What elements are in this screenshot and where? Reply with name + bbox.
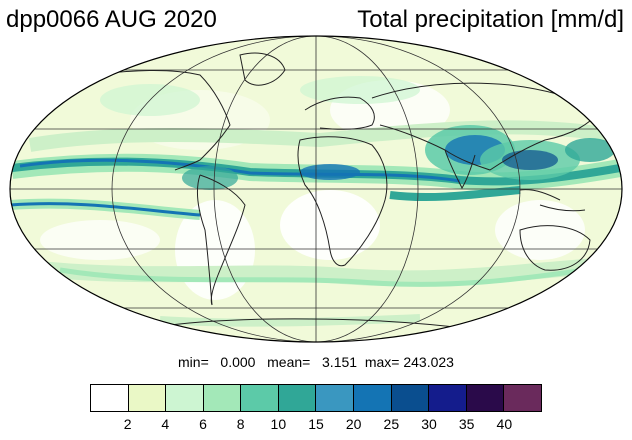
variable-title: Total precipitation [mm/d]: [357, 6, 624, 33]
colorbar-tick-label: 8: [236, 416, 245, 432]
colorbar-tick-label: 40: [496, 416, 513, 432]
colorbar-tick-label: 25: [383, 416, 400, 432]
map-field: [10, 36, 622, 342]
field-statistics: min= 0.000 mean= 3.151 max= 243.023: [0, 354, 632, 370]
colorbar-tick-label: 15: [308, 416, 324, 432]
colorbar-swatch: [504, 385, 541, 411]
mean-label: mean=: [267, 354, 311, 370]
colorbar-tick-label: 30: [421, 416, 437, 432]
globe-outline: [9, 35, 623, 343]
colorbar: [90, 384, 542, 412]
min-value: 0.000: [220, 354, 256, 370]
colorbar-swatch: [91, 385, 129, 411]
max-label: max=: [364, 354, 400, 370]
colorbar-swatch: [203, 385, 242, 411]
coastlines: [94, 52, 601, 331]
colorbar-tick-label: 6: [199, 416, 207, 432]
colorbar-tick-label: 4: [161, 416, 170, 432]
colorbar-swatch: [241, 385, 279, 411]
map-title: dpp0066 AUG 2020: [6, 6, 217, 33]
colorbar-swatch: [429, 385, 467, 411]
graticule: [10, 36, 622, 342]
colorbar-swatch: [316, 385, 355, 411]
max-value: 243.023: [403, 354, 454, 370]
colorbar-tick-label: 35: [458, 416, 475, 432]
colorbar-swatch: [354, 385, 392, 411]
colorbar-tick-label: 20: [345, 416, 362, 432]
colorbar-tick-label: 10: [270, 416, 287, 432]
colorbar-swatch: [391, 385, 430, 411]
mean-value: 3.151: [322, 354, 358, 370]
min-label: min=: [178, 354, 209, 370]
colorbar-swatch: [128, 385, 167, 411]
colorbar-tick-label: 2: [123, 416, 132, 432]
colorbar-swatch: [166, 385, 204, 411]
colorbar-swatch: [466, 385, 505, 411]
colorbar-swatch: [278, 385, 317, 411]
